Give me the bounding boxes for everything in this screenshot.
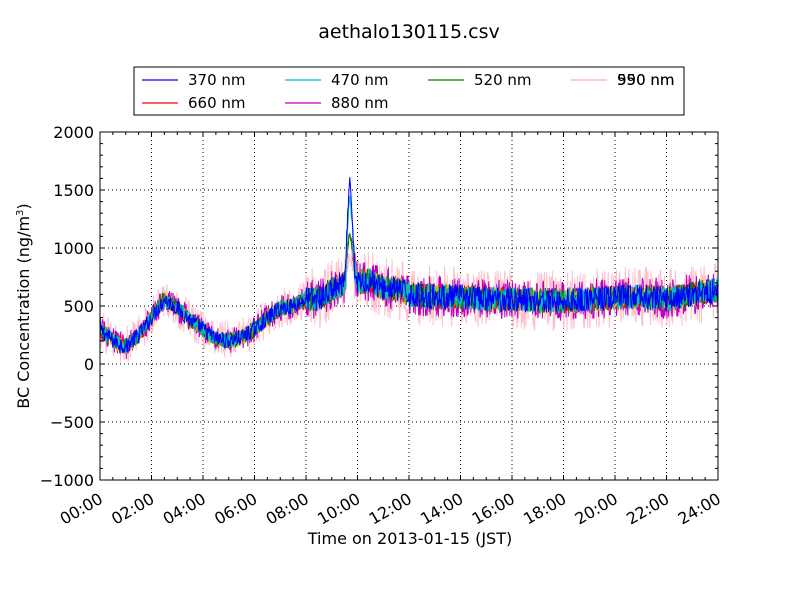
legend-label: 590 nm — [617, 71, 675, 89]
legend-frame — [133, 66, 685, 116]
axis-ticks — [99, 131, 719, 481]
x-tick-label: 18:00 — [520, 489, 569, 529]
legend-label: 880 nm — [331, 94, 389, 112]
x-tick-label: 00:00 — [57, 489, 106, 529]
y-axis-label-main: BC Concentration (ng/m — [14, 216, 33, 409]
x-tick-label: 22:00 — [623, 489, 672, 529]
x-tick-label: 12:00 — [366, 489, 415, 529]
series-lines — [99, 177, 719, 363]
y-tick-label: 0 — [84, 355, 94, 374]
x-tick-label: 10:00 — [314, 489, 363, 529]
series-line-370-nm — [99, 177, 719, 354]
plot-area — [99, 131, 719, 481]
x-tick-labels: 00:00 02:00 04:00 06:00 08:00 10:00 12:00 14:00… — [57, 489, 724, 529]
y-tick-label: 500 — [63, 297, 94, 316]
legend-label: 660 nm — [188, 94, 246, 112]
legend: 370 nm 470 nm 520 nm 590 nm 660 nm 880 nm 950 … — [133, 66, 685, 116]
chart-title: aethalo130115.csv — [318, 21, 500, 43]
x-tick-label: 08:00 — [263, 489, 312, 529]
legend-label: 370 nm — [188, 71, 246, 89]
x-axis-label: Time on 2013-01-15 (JST) — [307, 529, 512, 548]
x-tick-label: 02:00 — [108, 489, 157, 529]
y-tick-label: 2000 — [53, 123, 94, 142]
y-axis-label-superscript: 3 — [15, 210, 26, 216]
y-tick-labels: −1000 −500 0 500 1000 1500 2000 — [40, 123, 94, 490]
x-tick-label: 16:00 — [469, 489, 518, 529]
y-tick-label: 1000 — [53, 239, 94, 258]
y-axis-label-suffix: ) — [14, 203, 33, 209]
x-tick-label: 20:00 — [572, 489, 621, 529]
legend-label: 520 nm — [474, 71, 532, 89]
x-tick-label: 14:00 — [417, 489, 466, 529]
x-tick-label: 24:00 — [675, 489, 724, 529]
y-tick-label: −1000 — [40, 471, 94, 490]
legend-label: 950 nm — [617, 71, 675, 89]
x-tick-label: 04:00 — [160, 489, 209, 529]
legend-label: 470 nm — [331, 71, 389, 89]
y-tick-label: −500 — [50, 413, 94, 432]
y-tick-label: 1500 — [53, 181, 94, 200]
x-tick-label: 06:00 — [211, 489, 260, 529]
y-axis-label: BC Concentration (ng/m3) — [14, 203, 33, 408]
